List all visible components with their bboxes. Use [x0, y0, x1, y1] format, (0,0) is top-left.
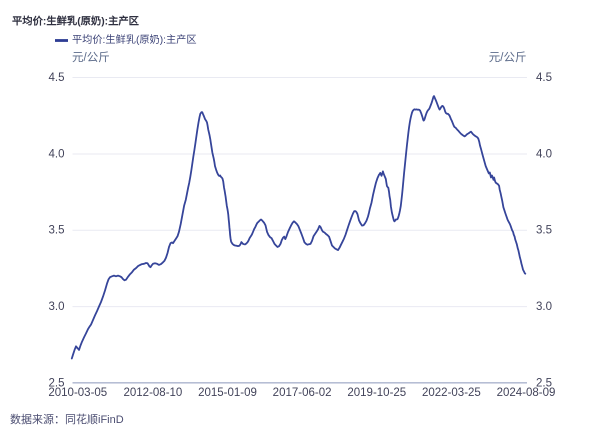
svg-text:2024-08-09: 2024-08-09	[497, 387, 556, 399]
svg-text:2017-06-02: 2017-06-02	[273, 387, 332, 399]
svg-text:2.5: 2.5	[536, 377, 552, 389]
svg-text:2019-10-25: 2019-10-25	[347, 387, 406, 399]
svg-text:2022-03-25: 2022-03-25	[422, 387, 481, 399]
svg-text:2010-03-05: 2010-03-05	[48, 387, 107, 399]
svg-text:3.0: 3.0	[536, 301, 552, 313]
svg-text:元/公斤: 元/公斤	[489, 51, 527, 64]
svg-text:平均价:生鲜乳(原奶):主产区: 平均价:生鲜乳(原奶):主产区	[72, 33, 197, 46]
svg-text:2.5: 2.5	[49, 377, 65, 389]
svg-text:2012-08-10: 2012-08-10	[123, 387, 182, 399]
svg-text:3.5: 3.5	[536, 225, 552, 237]
svg-text:平均价:生鲜乳(原奶):主产区: 平均价:生鲜乳(原奶):主产区	[12, 14, 140, 27]
svg-text:2015-01-09: 2015-01-09	[198, 387, 257, 399]
svg-text:数据来源：同花顺iFinD: 数据来源：同花顺iFinD	[10, 412, 124, 426]
svg-text:3.5: 3.5	[49, 225, 65, 237]
svg-text:3.0: 3.0	[49, 301, 65, 313]
svg-text:4.0: 4.0	[536, 148, 552, 160]
svg-text:4.0: 4.0	[49, 148, 65, 160]
svg-text:4.5: 4.5	[49, 72, 65, 84]
svg-text:4.5: 4.5	[536, 72, 552, 84]
svg-text:元/公斤: 元/公斤	[72, 51, 110, 64]
